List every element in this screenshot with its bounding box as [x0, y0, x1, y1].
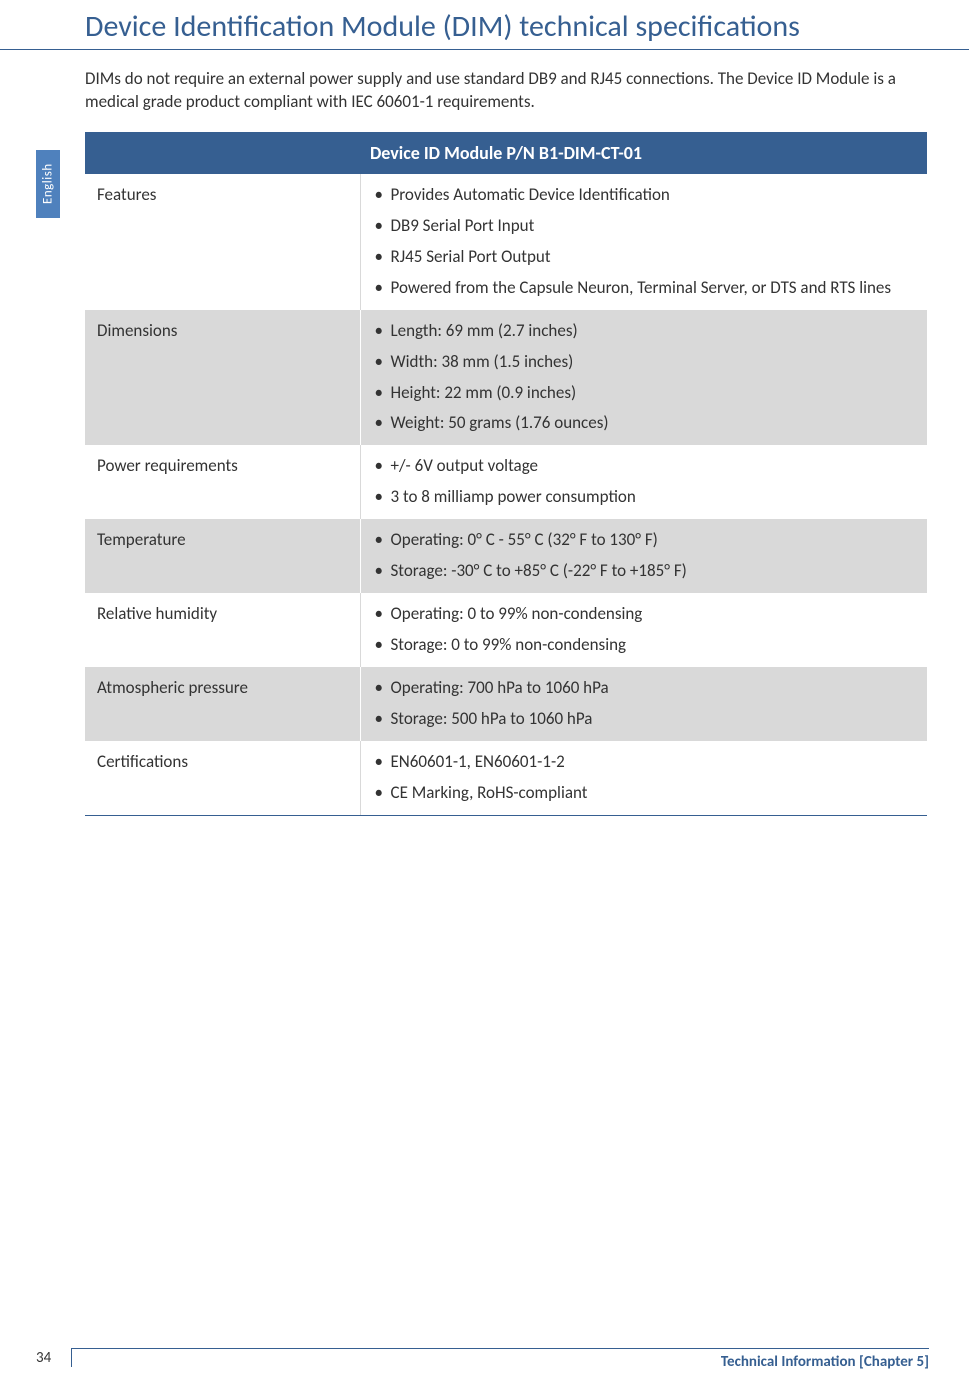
- spec-value: Operating: 700 hPa to 1060 hPa Storage: 5…: [360, 667, 927, 741]
- bullet-item: RJ45 Serial Port Output: [375, 246, 918, 269]
- table-row: Atmospheric pressureOperating: 700 hPa t…: [85, 667, 927, 741]
- bullet-item: Storage: 0 to 99% non-condensing: [375, 634, 918, 657]
- spec-label: Features: [85, 174, 360, 310]
- spec-label: Certifications: [85, 741, 360, 815]
- bullet-item: CE Marking, RoHS-compliant: [375, 782, 918, 805]
- spec-label: Dimensions: [85, 310, 360, 446]
- spec-value: Operating: 0° C - 55° C (32° F to 130° F…: [360, 519, 927, 593]
- bullet-item: Width: 38 mm (1.5 inches): [375, 351, 918, 374]
- bullet-list: Operating: 0° C - 55° C (32° F to 130° F…: [373, 529, 918, 583]
- spec-value: +/- 6V output voltage 3 to 8 milliamp pow…: [360, 445, 927, 519]
- bullet-item: Weight: 50 grams (1.76 ounces): [375, 412, 918, 435]
- table-row: Certifications EN60601-1, EN60601-1-2 CE M…: [85, 741, 927, 815]
- bullet-list: Operating: 700 hPa to 1060 hPa Storage: 5…: [373, 677, 918, 731]
- intro-paragraph: DIMs do not require an external power su…: [0, 68, 969, 114]
- bullet-item: DB9 Serial Port Input: [375, 215, 918, 238]
- spec-value: Provides Automatic Device Identification…: [360, 174, 927, 310]
- spec-label: Relative humidity: [85, 593, 360, 667]
- bullet-item: Storage: 500 hPa to 1060 hPa: [375, 708, 918, 731]
- table-row: FeaturesProvides Automatic Device Identi…: [85, 174, 927, 310]
- bullet-item: Height: 22 mm (0.9 inches): [375, 382, 918, 405]
- bullet-item: Provides Automatic Device Identification: [375, 184, 918, 207]
- bullet-list: Operating: 0 to 99% non-condensing Storag…: [373, 603, 918, 657]
- bullet-item: +/- 6V output voltage: [375, 455, 918, 478]
- page-number: 34: [36, 1349, 71, 1367]
- page-footer: 34 Technical Information [Chapter 5]: [36, 1348, 929, 1368]
- bullet-item: Storage: -30° C to +85° C (-22° F to +18…: [375, 560, 918, 583]
- spec-value: Operating: 0 to 99% non-condensing Storag…: [360, 593, 927, 667]
- table-header: Device ID Module P/N B1-DIM-CT-01: [85, 132, 927, 174]
- bullet-list: Length: 69 mm (2.7 inches) Width: 38 mm (…: [373, 320, 918, 436]
- spec-label: Temperature: [85, 519, 360, 593]
- spec-label: Power requirements: [85, 445, 360, 519]
- footer-chapter-text: Technical Information [Chapter 5]: [721, 1353, 929, 1371]
- footer-divider: Technical Information [Chapter 5]: [71, 1348, 929, 1368]
- bullet-item: 3 to 8 milliamp power consumption: [375, 486, 918, 509]
- bullet-list: EN60601-1, EN60601-1-2 CE Marking, RoHS-c…: [373, 751, 918, 805]
- table-row: Relative humidityOperating: 0 to 99% non…: [85, 593, 927, 667]
- table-row: Dimensions Length: 69 mm (2.7 inches) Widt…: [85, 310, 927, 446]
- spec-value: EN60601-1, EN60601-1-2 CE Marking, RoHS-c…: [360, 741, 927, 815]
- bullet-list: Provides Automatic Device Identification…: [373, 184, 918, 300]
- language-tab: English: [36, 150, 60, 218]
- spec-label: Atmospheric pressure: [85, 667, 360, 741]
- bullet-item: Operating: 0 to 99% non-condensing: [375, 603, 918, 626]
- table-row: Temperature Operating: 0° C - 55° C (32° …: [85, 519, 927, 593]
- spec-value: Length: 69 mm (2.7 inches) Width: 38 mm (…: [360, 310, 927, 446]
- bullet-item: Length: 69 mm (2.7 inches): [375, 320, 918, 343]
- table-row: Power requirements +/- 6V output voltage 3…: [85, 445, 927, 519]
- bullet-item: Operating: 700 hPa to 1060 hPa: [375, 677, 918, 700]
- bullet-item: Powered from the Capsule Neuron, Termina…: [375, 277, 918, 300]
- bullet-item: Operating: 0° C - 55° C (32° F to 130° F…: [375, 529, 918, 552]
- page-title: Device Identification Module (DIM) techn…: [0, 0, 969, 50]
- bullet-list: +/- 6V output voltage 3 to 8 milliamp pow…: [373, 455, 918, 509]
- bullet-item: EN60601-1, EN60601-1-2: [375, 751, 918, 774]
- footer-tick: [71, 1349, 72, 1367]
- spec-table: Device ID Module P/N B1-DIM-CT-01 Featur…: [85, 132, 927, 816]
